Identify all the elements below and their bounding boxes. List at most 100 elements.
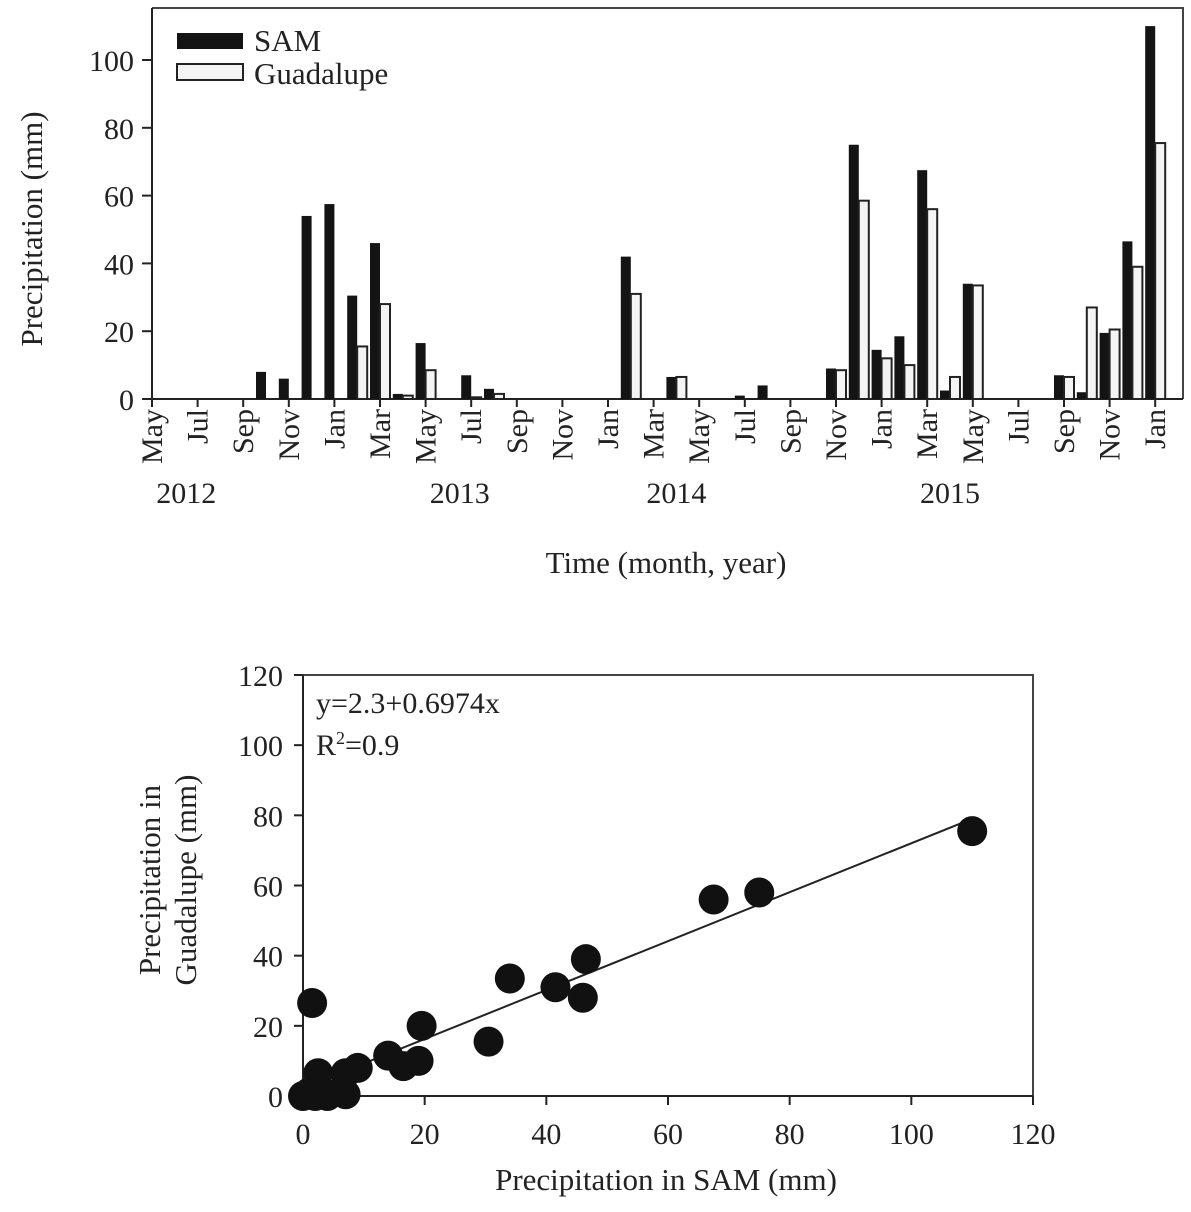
y-axis-title-line-1: Precipitation in	[132, 784, 167, 975]
bar-sam	[370, 243, 380, 399]
x-tick-label: 40	[531, 1118, 561, 1151]
x-tick-label: Jul	[1002, 409, 1035, 444]
scatter-point	[957, 816, 988, 847]
bar-guadalupe	[949, 375, 961, 400]
legend-label-sam: SAM	[254, 23, 321, 58]
y-tick-label: 80	[104, 113, 134, 146]
x-tick-label: Mar	[638, 409, 671, 459]
scatter-point	[306, 1075, 337, 1106]
x-axis-title: Precipitation in SAM (mm)	[495, 1162, 837, 1197]
y-tick-label: 40	[253, 941, 283, 974]
regression-equation: y=2.3+0.6974x	[316, 687, 500, 720]
scatter-point	[406, 1010, 437, 1041]
bar-sam	[1076, 392, 1087, 399]
bar-guadalupe	[1108, 328, 1121, 401]
x-tick-label: Nov	[820, 409, 853, 461]
x-tick-label: Jul	[182, 409, 215, 444]
bar-sam	[256, 371, 266, 399]
bar-chart: 0 20 40 60 80 100 May Jul Sep Nov Jan Mar May Jul Sep…	[14, 7, 1184, 580]
bar-guadalupe	[903, 364, 916, 401]
bar-sam	[392, 393, 403, 399]
scatter-point	[570, 944, 601, 975]
bar-sam	[871, 349, 882, 399]
x-tick-label: May	[683, 409, 716, 464]
bar-guadalupe	[971, 284, 984, 400]
bar-sam	[894, 336, 905, 399]
year-label: 2015	[920, 477, 980, 510]
bar-guadalupe	[401, 394, 414, 400]
x-tick-label: 20	[410, 1118, 440, 1151]
legend-swatch-guadalupe	[176, 63, 244, 81]
x-tick-label: May	[410, 409, 443, 464]
bar-sam	[757, 385, 768, 399]
year-label: 2014	[646, 477, 706, 510]
bar-sam	[1099, 332, 1110, 399]
bar-sam	[324, 204, 335, 399]
regression-line	[351, 817, 973, 1070]
x-tick-label: Sep	[227, 409, 260, 454]
x-tick-label: 100	[889, 1118, 934, 1151]
x-axis-title: Time (month, year)	[546, 545, 787, 580]
bar-sam	[278, 378, 289, 399]
scatter-point	[494, 963, 525, 994]
bar-sam	[940, 390, 950, 399]
bar-guadalupe	[1063, 375, 1075, 400]
bar-guadalupe	[926, 208, 939, 400]
bar-sam	[301, 215, 312, 399]
x-tick-label: Jul	[729, 409, 762, 444]
scatter-point	[698, 884, 729, 915]
y-tick-label: 60	[104, 181, 134, 214]
bar-sam	[461, 375, 472, 399]
x-tick-label: Mar	[364, 409, 397, 459]
x-tick-label: Sep	[1048, 409, 1081, 454]
bar-guadalupe	[629, 292, 642, 400]
scatter-point	[303, 1058, 334, 1089]
bar-sam	[666, 376, 677, 399]
y-axis-title-line-2: Guadalupe (mm)	[168, 775, 203, 986]
scatter-point	[297, 988, 328, 1019]
scatter-point	[473, 1026, 504, 1057]
x-tick-label: Jan	[866, 409, 899, 449]
x-tick-label: 80	[775, 1118, 805, 1151]
scatter-point	[330, 1058, 361, 1089]
y-tick-label: 100	[238, 730, 283, 763]
scatter-point	[312, 1081, 343, 1111]
y-axis-title: Precipitation (mm)	[14, 111, 49, 346]
plot-frame	[152, 7, 1184, 399]
year-label: 2012	[156, 477, 216, 510]
x-tick-label: Mar	[911, 409, 944, 459]
legend: SAM Guadalupe	[176, 23, 388, 91]
y-tick-label: 0	[268, 1081, 283, 1114]
scatter-point	[330, 1079, 361, 1110]
scatter-point	[567, 982, 598, 1013]
bar-guadalupe	[835, 369, 847, 400]
bar-sam	[917, 170, 928, 399]
bar-sam	[347, 295, 358, 399]
x-tick-label: Jan	[592, 409, 625, 449]
x-tick-label: 60	[653, 1118, 683, 1151]
scatter-point	[327, 1075, 358, 1106]
plot-frame	[303, 674, 1034, 1096]
scatter-point	[342, 1052, 373, 1083]
bar-sam	[415, 343, 426, 399]
scatter-point	[294, 1077, 325, 1108]
scatter-point	[403, 1045, 434, 1076]
scatter-point	[540, 972, 571, 1003]
x-tick-label: 0	[296, 1118, 311, 1151]
bar-sam	[484, 388, 494, 399]
bar-sam	[826, 368, 836, 399]
x-tick-label: Nov	[273, 409, 306, 461]
r-squared: R2=0.9	[316, 728, 399, 762]
x-tick-label: Sep	[501, 409, 534, 454]
bar-guadalupe	[1154, 142, 1167, 400]
bar-guadalupe	[880, 357, 893, 401]
scatter-point	[373, 1040, 404, 1071]
y-tick-label: 100	[89, 45, 134, 78]
x-tick-label: Nov	[546, 409, 579, 461]
legend-label-guadalupe: Guadalupe	[254, 56, 388, 91]
bar-sam	[620, 256, 631, 399]
bar-sam	[734, 395, 745, 399]
y-tick-label: 80	[253, 800, 283, 833]
bar-guadalupe	[493, 392, 505, 401]
bar-guadalupe	[1085, 306, 1098, 400]
